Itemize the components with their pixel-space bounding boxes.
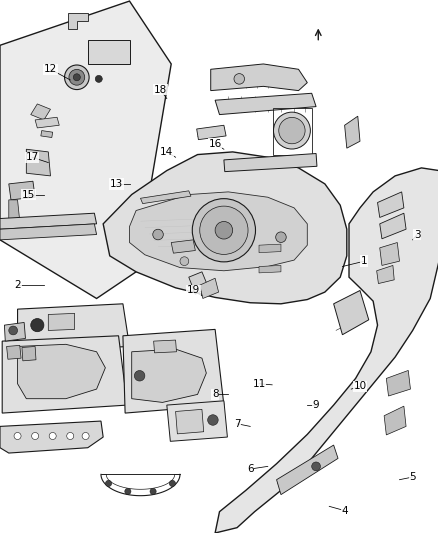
Polygon shape: [123, 329, 223, 413]
Polygon shape: [88, 40, 129, 64]
Text: 19: 19: [186, 286, 199, 295]
Polygon shape: [26, 149, 50, 176]
Polygon shape: [4, 322, 25, 341]
Circle shape: [273, 112, 310, 149]
Polygon shape: [379, 213, 405, 239]
Circle shape: [31, 319, 44, 332]
Polygon shape: [18, 344, 105, 399]
Polygon shape: [7, 345, 21, 359]
Polygon shape: [131, 349, 206, 402]
Text: 9: 9: [312, 400, 319, 410]
Circle shape: [278, 117, 304, 144]
Text: 5: 5: [408, 472, 415, 482]
Circle shape: [105, 480, 111, 487]
Polygon shape: [188, 272, 208, 294]
Text: 4: 4: [340, 506, 347, 515]
Polygon shape: [258, 265, 280, 273]
Circle shape: [49, 432, 56, 440]
Circle shape: [199, 206, 247, 254]
Circle shape: [134, 370, 145, 381]
Circle shape: [67, 432, 74, 440]
Text: 15: 15: [22, 190, 35, 199]
Polygon shape: [0, 224, 96, 240]
Polygon shape: [48, 313, 74, 330]
Polygon shape: [2, 336, 127, 413]
Polygon shape: [140, 191, 191, 204]
Text: 17: 17: [25, 152, 39, 162]
Polygon shape: [199, 278, 218, 298]
Text: 10: 10: [353, 382, 366, 391]
Circle shape: [180, 257, 188, 265]
Polygon shape: [385, 370, 410, 396]
Circle shape: [152, 229, 163, 240]
Polygon shape: [31, 104, 50, 120]
Circle shape: [275, 232, 286, 243]
Polygon shape: [18, 304, 129, 352]
Circle shape: [14, 432, 21, 440]
Text: 8: 8: [211, 390, 218, 399]
Polygon shape: [196, 125, 226, 140]
Circle shape: [215, 222, 232, 239]
Polygon shape: [35, 117, 59, 128]
Text: 6: 6: [246, 464, 253, 474]
Polygon shape: [22, 346, 36, 361]
Polygon shape: [129, 192, 307, 271]
Circle shape: [311, 462, 320, 471]
Polygon shape: [9, 200, 20, 221]
Polygon shape: [175, 409, 203, 434]
Circle shape: [95, 75, 102, 83]
Circle shape: [73, 74, 80, 81]
Polygon shape: [103, 152, 346, 304]
Text: 3: 3: [413, 230, 420, 239]
Text: 12: 12: [44, 64, 57, 74]
Polygon shape: [153, 340, 176, 353]
Polygon shape: [210, 64, 307, 91]
Text: 2: 2: [14, 280, 21, 290]
Polygon shape: [276, 445, 337, 495]
Circle shape: [150, 488, 156, 495]
Circle shape: [124, 488, 131, 495]
Polygon shape: [376, 265, 393, 284]
Text: 7: 7: [233, 419, 240, 429]
Polygon shape: [171, 240, 195, 253]
Text: 1: 1: [360, 256, 367, 266]
Polygon shape: [0, 213, 96, 229]
Text: 14: 14: [160, 147, 173, 157]
Text: 16: 16: [208, 139, 221, 149]
Polygon shape: [41, 131, 53, 138]
Polygon shape: [9, 181, 35, 200]
Polygon shape: [166, 401, 227, 441]
Text: 18: 18: [153, 85, 166, 94]
Polygon shape: [0, 1, 171, 298]
Circle shape: [192, 199, 255, 262]
Polygon shape: [344, 116, 359, 148]
Polygon shape: [0, 421, 103, 453]
Circle shape: [9, 326, 18, 335]
Circle shape: [64, 65, 89, 90]
Polygon shape: [333, 290, 368, 335]
Circle shape: [69, 69, 85, 85]
Polygon shape: [258, 244, 280, 253]
Circle shape: [233, 74, 244, 84]
Polygon shape: [68, 13, 88, 29]
Circle shape: [207, 415, 218, 425]
Circle shape: [169, 480, 175, 487]
Circle shape: [82, 432, 89, 440]
Text: 13: 13: [110, 179, 123, 189]
Polygon shape: [383, 406, 405, 435]
Polygon shape: [223, 154, 316, 172]
Circle shape: [32, 432, 39, 440]
Polygon shape: [215, 168, 438, 533]
Text: 11: 11: [252, 379, 265, 389]
Polygon shape: [377, 192, 403, 217]
Polygon shape: [215, 93, 315, 115]
Polygon shape: [379, 243, 399, 265]
